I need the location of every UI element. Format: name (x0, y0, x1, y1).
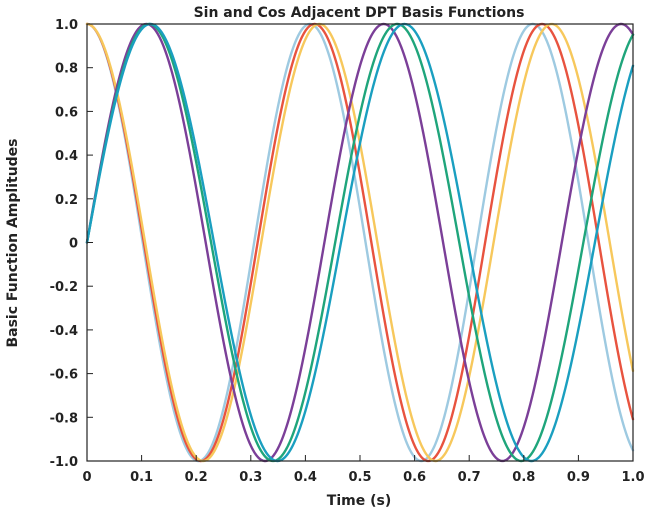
x-axis: 0 0.1 0.2 0.3 0.4 0.5 0.6 0.7 0.8 0.9 1.0 (82, 455, 645, 485)
x-tick-label: 1.0 (621, 470, 644, 485)
y-tick-label: 1.0 (55, 18, 78, 33)
y-tick-label: -0.4 (50, 324, 78, 339)
series-line-6 (85, 22, 635, 463)
y-tick-label: 0.4 (55, 149, 78, 164)
y-tick-label: -0.8 (50, 411, 78, 426)
x-axis-label: Time (s) (327, 493, 391, 509)
series-line-4 (85, 22, 635, 463)
y-tick-label: 0.2 (55, 193, 78, 208)
y-axis: 1.0 0.8 0.6 0.4 0.2 0 -0.2 -0.4 -0.6 -0.8 -1.0 (50, 18, 93, 470)
x-tick-label: 0.4 (294, 470, 317, 485)
x-tick-label: 0.1 (130, 470, 153, 485)
y-axis-label: Basic Function Amplitudes (5, 138, 21, 347)
plot-lines (85, 22, 635, 463)
x-tick-label: 0.6 (403, 470, 426, 485)
y-tick-label: 0.8 (55, 62, 78, 77)
x-tick-label: 0.3 (239, 470, 262, 485)
x-tick-label: 0.7 (458, 470, 481, 485)
x-tick-label: 0.5 (348, 470, 371, 485)
x-tick-label: 0 (82, 470, 91, 485)
y-tick-label: -0.2 (50, 280, 78, 295)
y-tick-label: 0 (69, 237, 78, 252)
y-tick-label: -0.6 (50, 368, 78, 383)
chart-title: Sin and Cos Adjacent DPT Basis Functions (194, 5, 525, 21)
series-line-2 (85, 22, 635, 463)
y-tick-label: -1.0 (50, 455, 78, 470)
series-line-3 (85, 22, 635, 463)
x-tick-label: 0.2 (185, 470, 208, 485)
series-line-5 (85, 22, 635, 463)
plot-frame (86, 23, 634, 462)
y-tick-label: 0.6 (55, 105, 78, 120)
x-tick-label: 0.9 (567, 470, 590, 485)
series-line-1 (85, 22, 635, 463)
x-tick-label: 0.8 (512, 470, 535, 485)
